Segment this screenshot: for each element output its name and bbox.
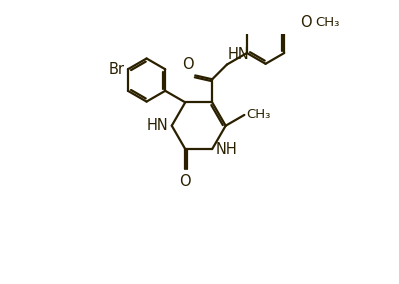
Text: O: O	[180, 174, 191, 189]
Text: CH₃: CH₃	[247, 108, 271, 122]
Text: Br: Br	[109, 62, 125, 77]
Text: O: O	[300, 16, 312, 30]
Text: CH₃: CH₃	[315, 16, 340, 30]
Text: HN: HN	[228, 47, 249, 62]
Text: HN: HN	[147, 118, 169, 133]
Text: O: O	[182, 57, 194, 72]
Text: NH: NH	[215, 141, 237, 156]
